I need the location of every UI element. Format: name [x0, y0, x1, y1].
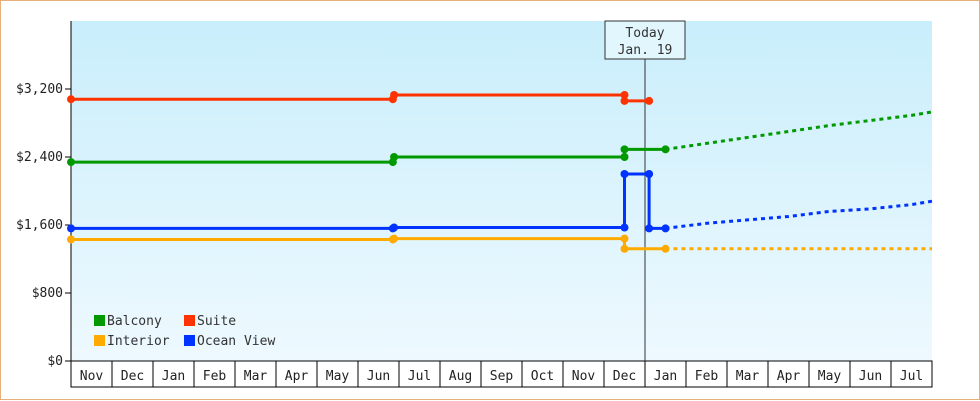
x-tick-label: Oct — [531, 369, 554, 384]
x-tick-label: Nov — [572, 369, 596, 384]
x-tick-label: Jul — [408, 369, 431, 384]
x-tick-label: Jul — [900, 369, 923, 384]
x-tick-label: Apr — [777, 369, 801, 384]
data-point-balcony — [620, 153, 629, 161]
series-line-interior — [71, 237, 666, 251]
data-point-interior — [67, 235, 75, 244]
data-point-suite — [620, 90, 629, 99]
x-tick-label: May — [818, 369, 842, 384]
today-box — [604, 20, 686, 60]
legend-label-balcony: Balcony — [107, 314, 162, 329]
forecast-line-ocean-view — [665, 199, 933, 230]
series-line-suite — [71, 93, 650, 103]
data-point-ocean-view — [645, 170, 654, 178]
x-axis: Nov Dec Jan Feb Mar Apr May Jun Jul Aug Sep Oct Nov D… — [70, 360, 933, 388]
data-point-ocean-view — [645, 224, 654, 233]
x-tick-label: Jun — [859, 369, 882, 384]
series-line-balcony — [71, 147, 666, 164]
data-point-balcony — [620, 145, 629, 154]
legend-swatch-ocean-view — [184, 335, 195, 346]
x-tick-label: Feb — [203, 369, 227, 384]
x-tick-label: Apr — [285, 369, 309, 384]
y-tick-label: $0 — [47, 354, 63, 369]
data-point-interior — [661, 244, 670, 253]
x-tick-label: Jan — [654, 369, 677, 384]
data-point-balcony — [390, 153, 399, 161]
data-point-suite — [67, 95, 75, 104]
data-point-suite — [645, 96, 654, 105]
legend: Balcony Suite Interior Ocean View — [94, 314, 275, 349]
y-axis: $0 $800 $1,600 $2,400 $3,200 — [16, 21, 72, 369]
today-date: Jan. 19 — [618, 43, 673, 58]
legend-label-suite: Suite — [197, 314, 236, 329]
x-axis-band — [70, 360, 933, 388]
y-tick-label: $3,200 — [16, 82, 63, 97]
legend-label-ocean-view: Ocean View — [197, 334, 275, 349]
x-tick-label: Nov — [80, 369, 104, 384]
x-tick-label: Sep — [490, 369, 514, 384]
x-tick-label: Mar — [736, 369, 760, 384]
x-tick-label: Jun — [367, 369, 390, 384]
data-point-ocean-view — [661, 224, 670, 233]
data-point-ocean-view — [620, 223, 629, 232]
plot-area — [71, 21, 932, 361]
legend-swatch-suite — [184, 315, 195, 326]
y-tick-label: $800 — [32, 286, 63, 301]
data-point-interior — [390, 234, 399, 243]
x-tick-label: May — [326, 369, 350, 384]
data-point-ocean-view — [67, 224, 75, 233]
data-point-suite — [620, 96, 629, 105]
x-tick-label: Dec — [613, 369, 636, 384]
x-tick-label: Aug — [449, 369, 472, 384]
x-tick-label: Jan — [162, 369, 185, 384]
y-tick-label: $1,600 — [16, 218, 63, 233]
today-label: Today — [625, 26, 664, 41]
data-point-suite — [390, 90, 399, 99]
data-point-interior — [620, 234, 629, 243]
legend-swatch-interior — [94, 335, 105, 346]
x-tick-label: Dec — [121, 369, 144, 384]
forecast-line-balcony — [665, 110, 933, 151]
series-group — [67, 90, 933, 253]
data-point-balcony — [67, 158, 75, 167]
data-point-balcony — [661, 145, 670, 154]
legend-label-interior: Interior — [107, 334, 170, 349]
y-tick-label: $2,400 — [16, 150, 63, 165]
x-tick-label: Mar — [244, 369, 268, 384]
x-tick-label: Feb — [695, 369, 719, 384]
today-marker: Today Jan. 19 — [604, 20, 686, 361]
data-point-ocean-view — [620, 170, 629, 178]
legend-swatch-balcony — [94, 315, 105, 326]
data-point-ocean-view — [390, 223, 399, 232]
data-point-interior — [620, 244, 629, 253]
